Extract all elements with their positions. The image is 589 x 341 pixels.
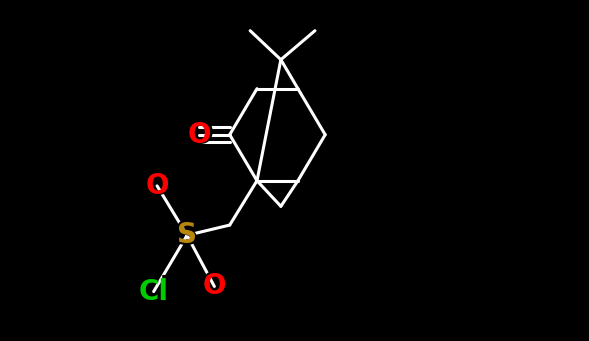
Text: Cl: Cl <box>138 278 168 306</box>
Text: O: O <box>203 272 226 300</box>
Text: S: S <box>177 221 197 249</box>
Text: Cl: Cl <box>135 275 171 308</box>
Text: O: O <box>200 270 229 303</box>
Text: O: O <box>143 169 171 202</box>
Text: S: S <box>175 219 199 252</box>
Text: O: O <box>185 118 213 151</box>
Text: O: O <box>187 121 211 149</box>
Text: O: O <box>145 172 169 200</box>
